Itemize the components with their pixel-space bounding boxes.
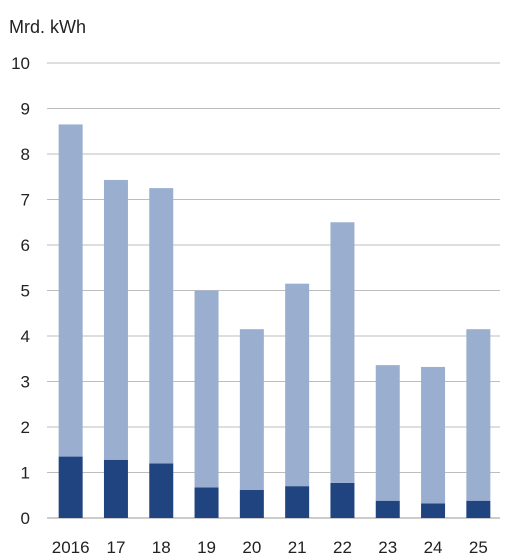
x-tick-label: 19 xyxy=(197,538,216,557)
x-tick-label: 2016 xyxy=(52,538,90,557)
x-axis-tick-labels: 2016 17 18 19 20 21 22 23 24 25 xyxy=(52,538,488,557)
bar-segment-light xyxy=(149,188,174,464)
y-tick-label: 7 xyxy=(21,191,30,210)
bar-segment-dark xyxy=(466,500,491,518)
bar-segment-light xyxy=(375,365,400,501)
y-tick-label: 9 xyxy=(21,100,30,119)
bar-segment-dark xyxy=(285,486,310,518)
bar-segment-dark xyxy=(103,459,128,518)
y-tick-label: 4 xyxy=(21,327,30,346)
y-axis-tick-labels: 0 1 2 3 4 5 6 7 8 9 10 xyxy=(11,54,30,528)
y-tick-label: 5 xyxy=(21,282,30,301)
bar-segment-light xyxy=(285,283,310,487)
y-tick-label: 0 xyxy=(21,509,30,528)
x-tick-label: 24 xyxy=(424,538,443,557)
bar-segment-light xyxy=(58,124,83,457)
bar-segment-dark xyxy=(58,456,83,518)
y-axis-unit-label: Mrd. kWh xyxy=(9,17,86,37)
x-tick-label: 18 xyxy=(152,538,171,557)
bar-segment-dark xyxy=(375,500,400,518)
bars xyxy=(58,124,491,518)
bar-segment-dark xyxy=(149,463,174,518)
y-tick-label: 1 xyxy=(21,464,30,483)
x-tick-label: 21 xyxy=(288,538,307,557)
bar-segment-light xyxy=(330,222,355,483)
bar-segment-dark xyxy=(194,487,219,518)
y-tick-label: 3 xyxy=(21,373,30,392)
bar-segment-light xyxy=(194,290,219,488)
y-tick-label: 10 xyxy=(11,54,30,73)
bar-segment-light xyxy=(239,329,264,490)
bar-segment-light xyxy=(103,179,128,460)
x-tick-label: 25 xyxy=(469,538,488,557)
bar-segment-dark xyxy=(330,482,355,518)
y-tick-label: 6 xyxy=(21,236,30,255)
bar-segment-light xyxy=(421,366,446,504)
x-tick-label: 23 xyxy=(378,538,397,557)
bar-segment-dark xyxy=(239,489,264,518)
bar-segment-dark xyxy=(421,503,446,518)
x-tick-label: 20 xyxy=(242,538,261,557)
x-tick-label: 22 xyxy=(333,538,352,557)
y-tick-label: 2 xyxy=(21,418,30,437)
x-tick-label: 17 xyxy=(106,538,125,557)
bar-segment-light xyxy=(466,329,491,501)
y-tick-label: 8 xyxy=(21,145,30,164)
